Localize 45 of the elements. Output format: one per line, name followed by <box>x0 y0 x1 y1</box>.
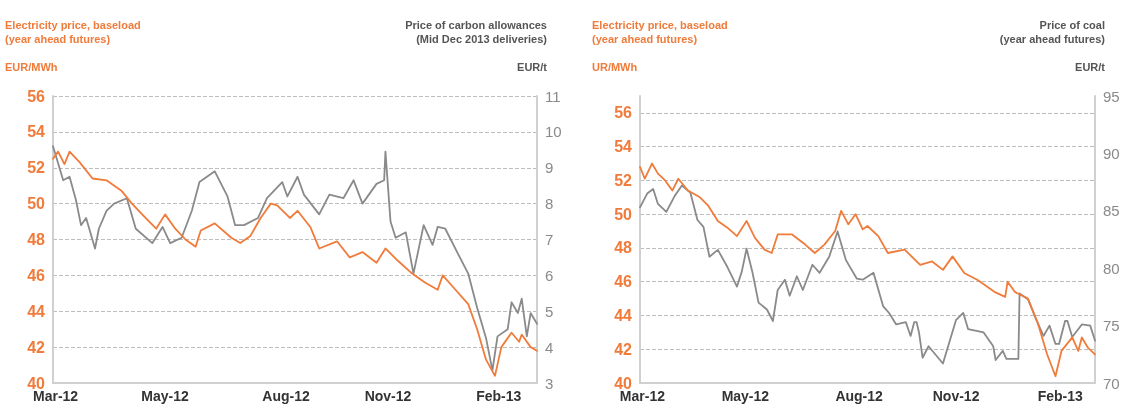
y-tick-label: 56 <box>614 104 633 122</box>
y-tick-label: 56 <box>27 87 46 105</box>
y-tick-label: 48 <box>27 231 46 248</box>
x-tick-label: Aug-12 <box>262 388 311 404</box>
x-tick-label: Nov-12 <box>932 388 980 404</box>
y2-tick-label: 7 <box>545 231 554 248</box>
y-tick-label: 44 <box>27 302 46 320</box>
y2-tick-label: 90 <box>1103 144 1120 162</box>
x-tick-label: Feb-13 <box>1037 388 1084 404</box>
y2-tick-label: 80 <box>1103 259 1120 277</box>
y2-tick-label: 8 <box>545 195 554 213</box>
x-tick-label: May-12 <box>141 388 190 404</box>
y-tick-label: 54 <box>614 138 633 156</box>
y-tick-label: 42 <box>614 340 633 358</box>
y2-tick-label: 9 <box>545 159 554 177</box>
text: Electricity price, baseload (year ahead futures) UR/MWh <box>592 19 728 73</box>
x-tick-label: Aug-12 <box>835 388 884 404</box>
text: Electricity price, baseload (year ahead futures) EUR/MWh <box>5 19 141 73</box>
y-tick-label: 50 <box>27 195 46 213</box>
y2-tick-label: 5 <box>545 302 554 320</box>
y2-tick-label: 85 <box>1103 202 1120 220</box>
y2-tick-label: 75 <box>1103 317 1120 335</box>
y2-tick-label: 11 <box>545 87 561 105</box>
y2-tick-label: 95 <box>1103 87 1120 105</box>
text: Price of coal (year ahead futures) EUR/t <box>999 19 1105 73</box>
y-tick-label: 50 <box>614 205 633 223</box>
x-tick-label: Nov-12 <box>364 388 412 404</box>
x-tick-label: May-12 <box>721 388 770 404</box>
y-tick-label: 52 <box>27 159 46 177</box>
y-tick-label: 44 <box>614 306 633 324</box>
y2-tick-label: 70 <box>1103 374 1120 392</box>
y-tick-label: 46 <box>27 266 46 284</box>
y2-tick-label: 10 <box>545 123 562 141</box>
y-tick-label: 46 <box>614 273 633 291</box>
x-tick-label: Feb-13 <box>476 388 522 404</box>
y2-tick-label: 6 <box>545 266 554 284</box>
y-tick-label: 42 <box>27 338 46 356</box>
line-series <box>639 184 1096 365</box>
line-series <box>639 162 1096 378</box>
y2-tick-label: 3 <box>545 374 554 392</box>
y-tick-label: 52 <box>614 171 633 189</box>
text: Price of carbon allowances (Mid Dec 2013 deliveries) EUR/t <box>405 19 547 73</box>
y-tick-label: 48 <box>614 239 633 257</box>
y2-tick-label: 4 <box>545 338 554 356</box>
y-tick-label: 54 <box>27 123 46 141</box>
